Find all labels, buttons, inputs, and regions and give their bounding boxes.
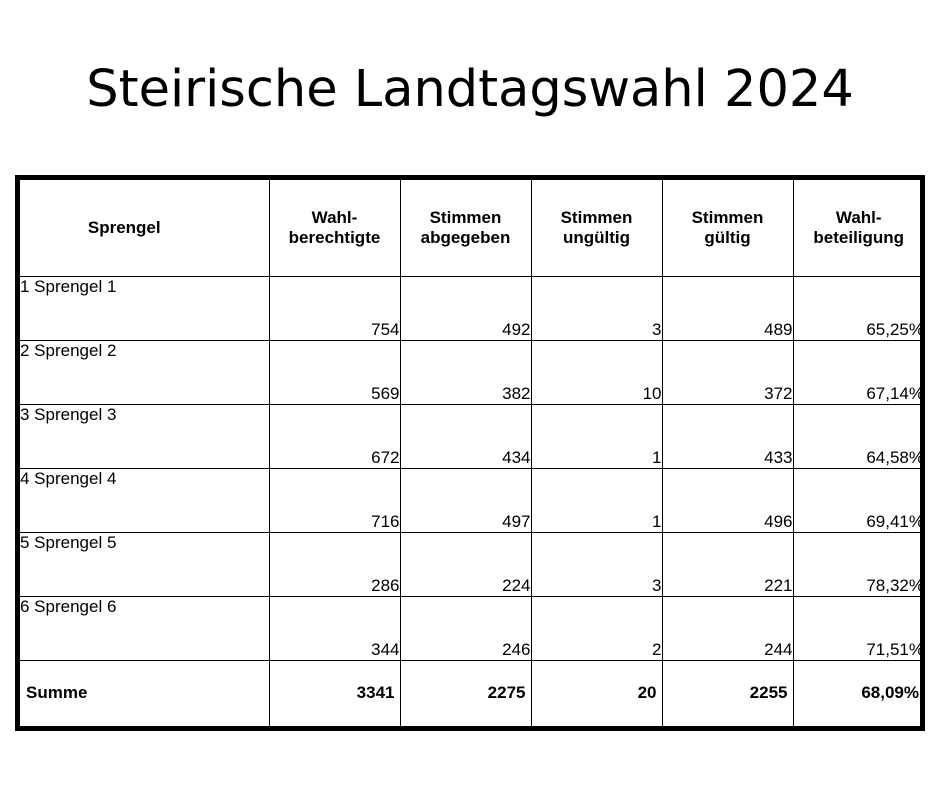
sprengel-name: 5 Sprengel 5 bbox=[20, 531, 270, 597]
beteiligung-value: 65,25% bbox=[792, 275, 924, 341]
abgegeben-value: 382 bbox=[399, 339, 532, 405]
summary-abgegeben: 2275 bbox=[399, 659, 532, 726]
ungueltig-value: 3 bbox=[530, 531, 663, 597]
abgegeben-value: 246 bbox=[399, 595, 532, 661]
gueltig-value: 221 bbox=[661, 531, 794, 597]
beteiligung-value: 67,14% bbox=[792, 339, 924, 405]
beteiligung-value: 78,32% bbox=[792, 531, 924, 597]
header-stimmen-gueltig: Stimmen gültig bbox=[661, 180, 794, 277]
gueltig-value: 489 bbox=[661, 275, 794, 341]
summary-label: Summe bbox=[20, 659, 270, 726]
table-row: 1 Sprengel 1 754 492 3 489 65,25% bbox=[20, 275, 924, 341]
ungueltig-value: 3 bbox=[530, 275, 663, 341]
table-row: 4 Sprengel 4 716 497 1 496 69,41% bbox=[20, 467, 924, 533]
table-row: 2 Sprengel 2 569 382 10 372 67,14% bbox=[20, 339, 924, 405]
abgegeben-value: 497 bbox=[399, 467, 532, 533]
header-stimmen-abgegeben: Stimmen abgegeben bbox=[399, 180, 532, 277]
sprengel-name: 2 Sprengel 2 bbox=[20, 339, 270, 405]
abgegeben-value: 434 bbox=[399, 403, 532, 469]
page-title: Steirische Landtagswahl 2024 bbox=[86, 60, 854, 119]
beteiligung-value: 71,51% bbox=[792, 595, 924, 661]
table-row: 6 Sprengel 6 344 246 2 244 71,51% bbox=[20, 595, 924, 661]
results-table-frame: Sprengel Wahl- berechtigte Stimmen abgeg… bbox=[15, 175, 925, 731]
results-table: Sprengel Wahl- berechtigte Stimmen abgeg… bbox=[20, 180, 924, 726]
summary-beteiligung: 68,09% bbox=[792, 659, 924, 726]
gueltig-value: 496 bbox=[661, 467, 794, 533]
sprengel-name: 1 Sprengel 1 bbox=[20, 275, 270, 341]
gueltig-value: 244 bbox=[661, 595, 794, 661]
sprengel-name: 4 Sprengel 4 bbox=[20, 467, 270, 533]
header-stimmen-ungueltig: Stimmen ungültig bbox=[530, 180, 663, 277]
ungueltig-value: 1 bbox=[530, 403, 663, 469]
abgegeben-value: 224 bbox=[399, 531, 532, 597]
beteiligung-value: 64,58% bbox=[792, 403, 924, 469]
abgegeben-value: 492 bbox=[399, 275, 532, 341]
wahlberechtigte-value: 672 bbox=[268, 403, 401, 469]
summary-wahlberechtigte: 3341 bbox=[268, 659, 401, 726]
sprengel-name: 3 Sprengel 3 bbox=[20, 403, 270, 469]
header-sprengel: Sprengel bbox=[20, 180, 270, 277]
summary-gueltig: 2255 bbox=[661, 659, 794, 726]
table-summary-row: Summe 3341 2275 20 2255 68,09% bbox=[20, 659, 924, 726]
table-row: 3 Sprengel 3 672 434 1 433 64,58% bbox=[20, 403, 924, 469]
table-header-row: Sprengel Wahl- berechtigte Stimmen abgeg… bbox=[20, 180, 924, 277]
table-row: 5 Sprengel 5 286 224 3 221 78,32% bbox=[20, 531, 924, 597]
wahlberechtigte-value: 344 bbox=[268, 595, 401, 661]
gueltig-value: 372 bbox=[661, 339, 794, 405]
wahlberechtigte-value: 716 bbox=[268, 467, 401, 533]
ungueltig-value: 1 bbox=[530, 467, 663, 533]
wahlberechtigte-value: 286 bbox=[268, 531, 401, 597]
wahlberechtigte-value: 569 bbox=[268, 339, 401, 405]
ungueltig-value: 10 bbox=[530, 339, 663, 405]
header-wahlbeteiligung: Wahl- beteiligung bbox=[792, 180, 924, 277]
gueltig-value: 433 bbox=[661, 403, 794, 469]
header-wahlberechtigte: Wahl- berechtigte bbox=[268, 180, 401, 277]
wahlberechtigte-value: 754 bbox=[268, 275, 401, 341]
beteiligung-value: 69,41% bbox=[792, 467, 924, 533]
sprengel-name: 6 Sprengel 6 bbox=[20, 595, 270, 661]
summary-ungueltig: 20 bbox=[530, 659, 663, 726]
ungueltig-value: 2 bbox=[530, 595, 663, 661]
